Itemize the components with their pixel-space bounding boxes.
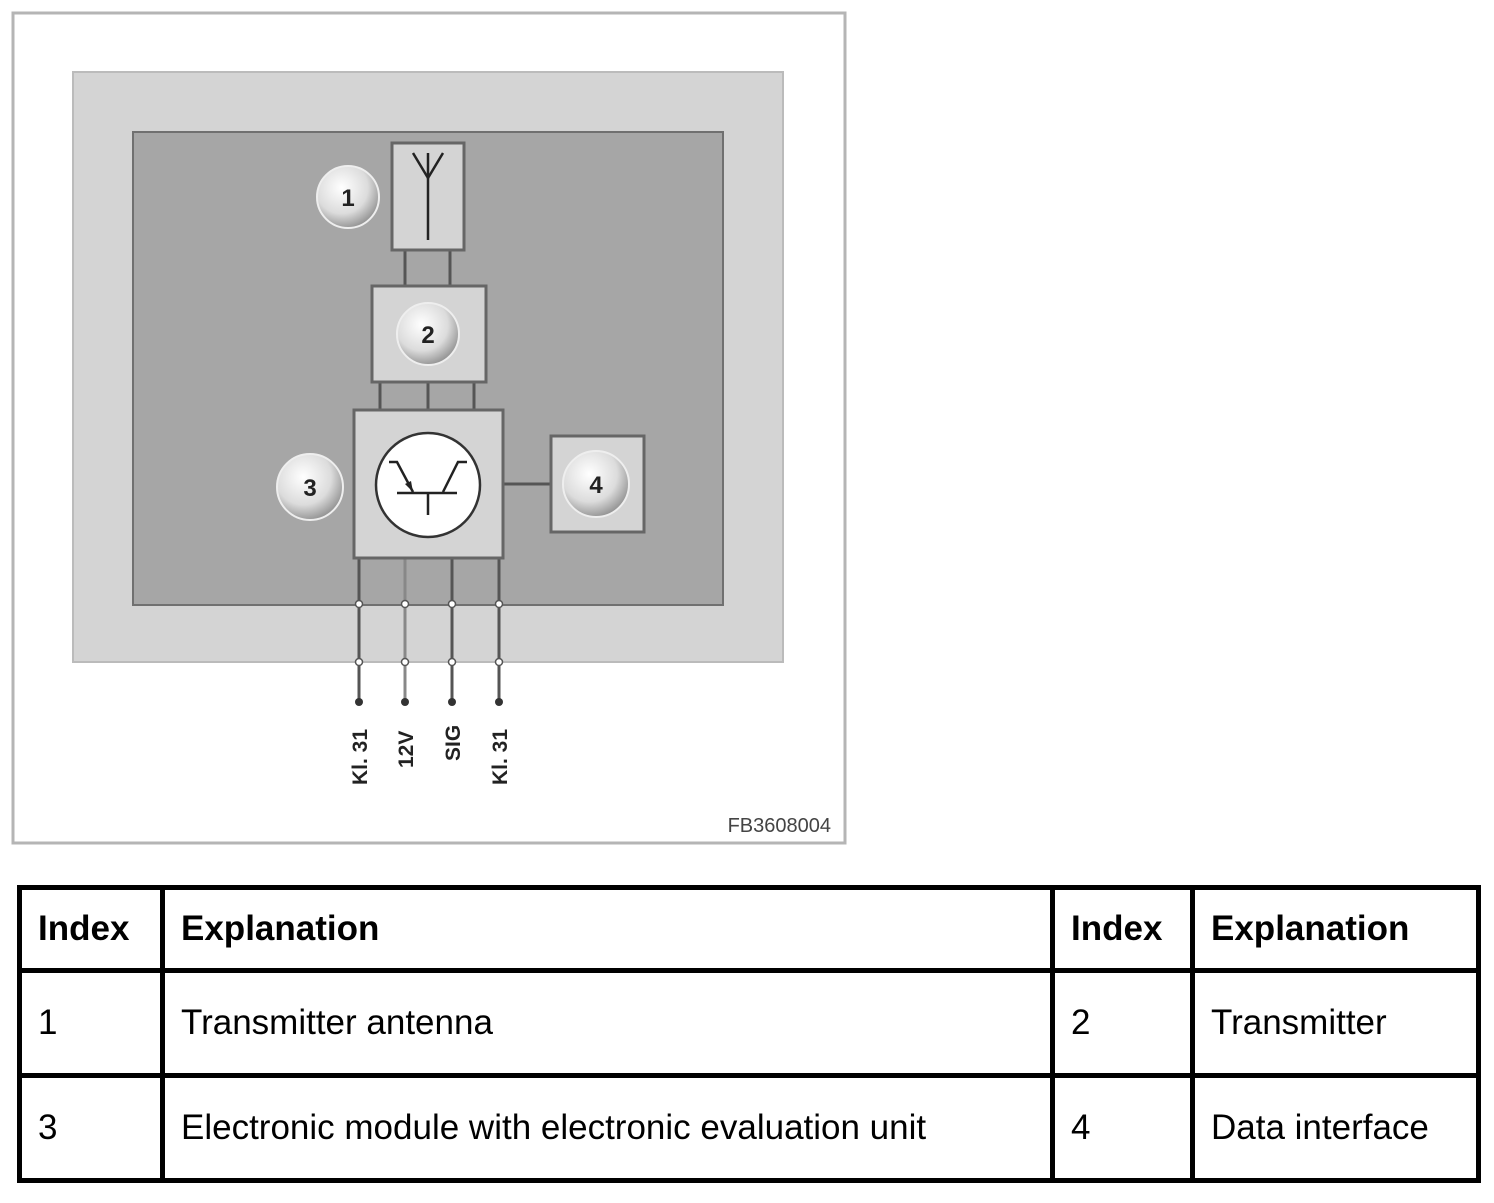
legend-table: Index Explanation Index Explanation 1 Tr… — [17, 885, 1481, 1183]
antenna-icon — [411, 152, 445, 240]
svg-text:4: 4 — [589, 472, 603, 499]
pin-label-12v: 12V — [395, 731, 418, 768]
table-row: 1 Transmitter antenna 2 Transmitter — [17, 968, 1481, 1078]
table-row: 3 Electronic module with electronic eval… — [17, 1073, 1481, 1183]
cell-explanation: Transmitter antenna — [160, 968, 1055, 1078]
callout-3: 3 — [276, 453, 344, 521]
svg-text:2: 2 — [421, 322, 434, 349]
pin-label-kl31-a: Kl. 31 — [349, 729, 372, 785]
callout-4: 4 — [562, 450, 630, 518]
header-index: Index — [1050, 885, 1195, 973]
table-header-row: Index Explanation Index Explanation — [17, 885, 1481, 973]
callout-1: 1 — [316, 165, 380, 229]
component-diagram: 1 2 3 4 Kl. 31 12V SIG Kl. 31 FB3608004 — [11, 11, 847, 845]
header-explanation: Explanation — [160, 885, 1055, 973]
figure-id: FB3608004 — [728, 815, 831, 837]
cell-explanation: Transmitter — [1190, 968, 1481, 1078]
callout-2: 2 — [396, 302, 460, 366]
header-index: Index — [17, 885, 165, 973]
cell-explanation: Electronic module with electronic evalua… — [160, 1073, 1055, 1183]
pin-label-sig: SIG — [442, 725, 465, 761]
cell-index: 3 — [17, 1073, 165, 1183]
transistor-icon — [374, 431, 482, 539]
header-explanation: Explanation — [1190, 885, 1481, 973]
svg-text:1: 1 — [341, 185, 354, 212]
pin-label-kl31-b: Kl. 31 — [489, 729, 512, 785]
cell-index: 2 — [1050, 968, 1195, 1078]
cell-index: 1 — [17, 968, 165, 1078]
cell-index: 4 — [1050, 1073, 1195, 1183]
svg-text:3: 3 — [303, 475, 316, 502]
cell-explanation: Data interface — [1190, 1073, 1481, 1183]
